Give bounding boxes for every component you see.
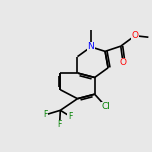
Text: Cl: Cl xyxy=(101,102,110,111)
Text: F: F xyxy=(43,110,48,119)
Text: N: N xyxy=(88,42,94,51)
Text: O: O xyxy=(131,31,138,40)
Text: O: O xyxy=(119,58,126,67)
Text: F: F xyxy=(68,112,72,121)
Text: F: F xyxy=(57,120,62,129)
